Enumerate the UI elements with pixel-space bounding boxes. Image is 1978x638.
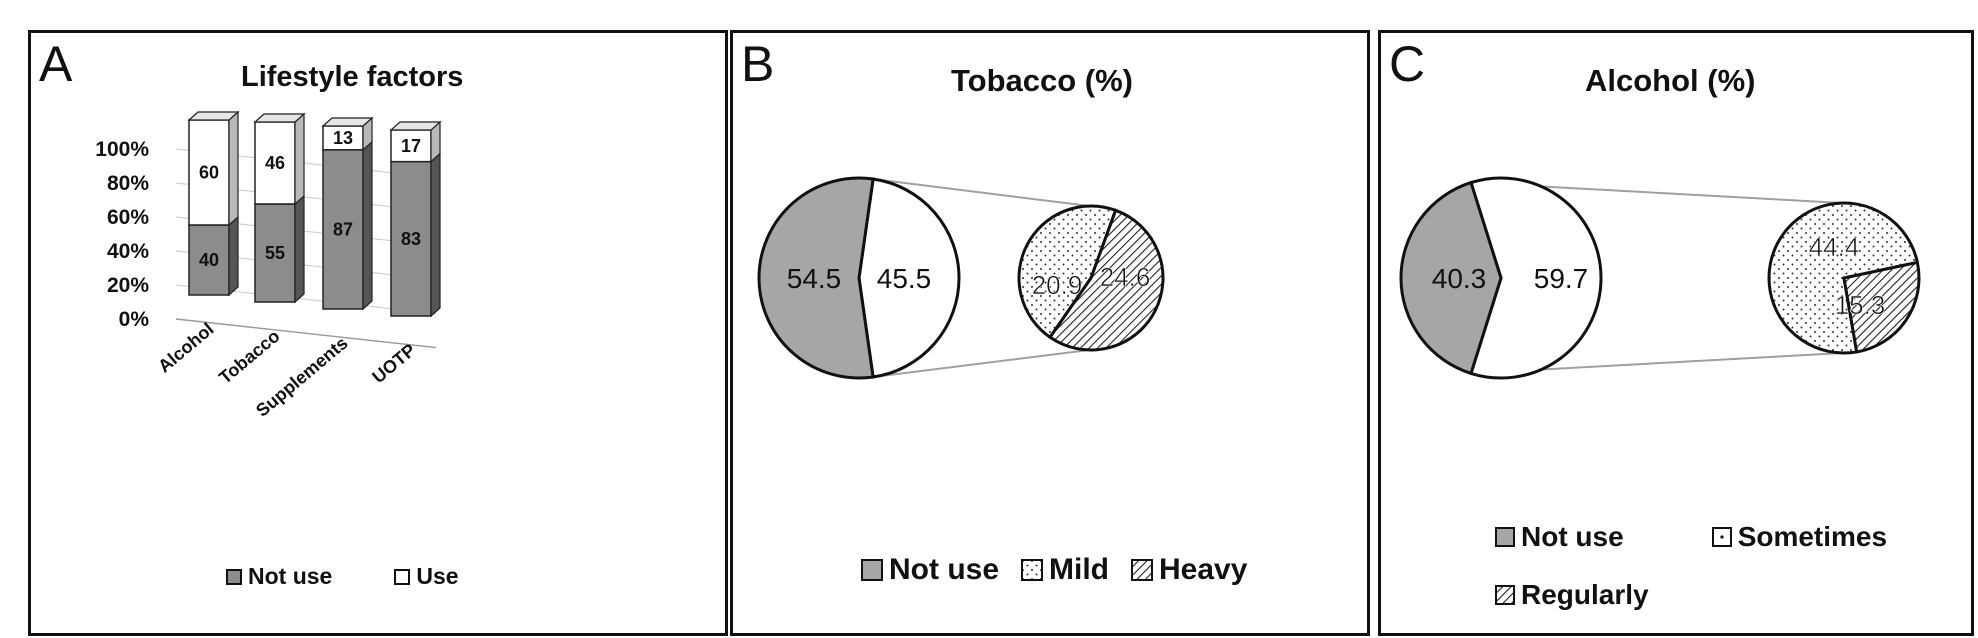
y-tick-label: 20% xyxy=(107,274,149,297)
data-label-mild: 20.9 xyxy=(1032,270,1083,300)
bar-top xyxy=(389,121,442,131)
pie-slice-not-use xyxy=(1399,180,1503,376)
panel-b-legend: Not use Mild Heavy xyxy=(861,553,1247,587)
legend-swatch-heavy xyxy=(1131,559,1154,581)
panel-a-title: Lifestyle factors xyxy=(241,61,464,93)
pie-slice-use xyxy=(1469,176,1603,380)
data-label-not-use: 83 xyxy=(401,229,421,249)
bar-side-not-use xyxy=(430,152,441,318)
panel-c-alcohol: C Alcohol (%) 40.3 59.7 44.4 15.3 Not use S… xyxy=(1378,30,1974,636)
bar-top xyxy=(253,113,306,123)
legend-swatch-use xyxy=(394,568,411,585)
bar-side-use xyxy=(294,112,305,206)
y-tick-label: 80% xyxy=(107,172,149,195)
legend-label-heavy: Heavy xyxy=(1159,553,1248,586)
y-tick-label: 100% xyxy=(95,138,149,161)
data-label-regularly: 15.3 xyxy=(1835,290,1886,320)
x-tick-label: Tobacco xyxy=(215,326,284,388)
legend-item-not-use: Not use xyxy=(861,553,999,587)
legend-item-heavy: Heavy xyxy=(1131,553,1247,587)
panel-c-legend-row1: Not use Sometimes xyxy=(1495,521,1887,553)
panel-a-letter: A xyxy=(39,36,73,92)
data-label-use: 13 xyxy=(333,128,353,148)
pie-slice-regularly xyxy=(1842,260,1921,354)
legend-swatch-mild xyxy=(1021,559,1044,581)
legend-label-not-use: Not use xyxy=(248,563,333,589)
data-label-use: 17 xyxy=(401,136,421,156)
bar-side-not-use xyxy=(294,194,305,304)
x-tick-label: UOTP xyxy=(368,340,419,387)
bar-segment-not-use xyxy=(322,149,364,310)
legend-item-sometimes: Sometimes xyxy=(1711,521,1888,553)
legend-label-use: Use xyxy=(416,563,459,589)
bar-side-use xyxy=(228,110,239,227)
y-tick-label: 0% xyxy=(119,308,150,331)
legend-swatch-regularly xyxy=(1495,585,1515,605)
legend-label-not-use: Not use xyxy=(1521,521,1624,552)
pie-slice-use xyxy=(857,177,961,379)
bar-segment-use xyxy=(188,119,230,226)
data-label-not-use: 54.5 xyxy=(787,263,842,294)
legend-item-not-use: Not use xyxy=(1495,521,1624,553)
panel-b-title: Tobacco (%) xyxy=(951,63,1133,98)
data-label-heavy: 24.6 xyxy=(1100,262,1151,292)
legend-item-regularly: Regularly xyxy=(1495,579,1649,611)
data-label-not-use: 55 xyxy=(265,243,285,263)
alcohol-pie-of-pie: 40.3 59.7 44.4 15.3 xyxy=(1399,176,1921,380)
pie-slice-not-use xyxy=(757,176,875,380)
bar-segment-use xyxy=(254,121,296,205)
pie-slice-mild xyxy=(1017,204,1118,340)
legend-label-not-use: Not use xyxy=(889,553,1000,586)
panel-b-letter: B xyxy=(741,36,775,92)
legend-swatch-not-use xyxy=(861,559,883,581)
data-label-not-use: 87 xyxy=(333,219,353,239)
legend-swatch-not-use xyxy=(1495,527,1515,547)
pie-slice-heavy xyxy=(1047,208,1165,352)
legend-swatch-not-use xyxy=(226,568,242,585)
legend-item-not-use: Not use xyxy=(226,563,332,590)
x-tick-label: Alcohol xyxy=(154,319,217,377)
panel-c-legend-row2: Regularly xyxy=(1495,579,1649,611)
bar-segment-use xyxy=(390,129,432,163)
panel-b-tobacco: B Tobacco (%) 54.5 45.5 20.9 24.6 Not use M… xyxy=(730,30,1370,636)
bar-segment-not-use xyxy=(254,203,296,303)
legend-label-regularly: Regularly xyxy=(1521,579,1649,610)
axis-floor xyxy=(175,318,437,349)
legend-item-use: Use xyxy=(394,563,459,590)
data-label-use: 45.5 xyxy=(877,263,932,294)
data-label-use: 46 xyxy=(265,153,285,173)
data-label-sometimes: 44.4 xyxy=(1809,232,1860,262)
legend-item-mild: Mild xyxy=(1021,553,1109,587)
legend-label-sometimes: Sometimes xyxy=(1737,521,1888,552)
panel-a-legend: Not use Use xyxy=(226,563,459,590)
y-tick-label: 60% xyxy=(107,206,149,229)
legend-label-mild: Mild xyxy=(1049,553,1110,586)
bar-side-not-use xyxy=(362,140,373,311)
tobacco-pie-of-pie: 54.5 45.5 20.9 24.6 xyxy=(757,176,1165,380)
data-label-not-use: 40 xyxy=(199,250,219,270)
connector-line-bottom xyxy=(872,349,1090,378)
panel-c-letter: C xyxy=(1389,36,1426,92)
data-label-use: 60 xyxy=(199,163,219,183)
bar-side-not-use xyxy=(228,215,239,297)
stacked-bar-chart: 0% 20% 40% 60% 80% 100% 40 60 Alcohol 55 46 Tobacco… xyxy=(95,110,442,421)
data-label-use: 59.7 xyxy=(1534,263,1589,294)
bar-top xyxy=(187,111,240,121)
legend-swatch-sometimes xyxy=(1711,527,1732,547)
data-label-not-use: 40.3 xyxy=(1432,263,1487,294)
connector-line-top xyxy=(872,178,1090,207)
panel-c-title: Alcohol (%) xyxy=(1585,63,1756,98)
y-tick-label: 40% xyxy=(107,240,149,263)
bar-top xyxy=(321,117,374,127)
panel-a-lifestyle-factors: A Lifestyle factors 0% 20% 40% 60% 80% 100% 40… xyxy=(28,30,728,636)
